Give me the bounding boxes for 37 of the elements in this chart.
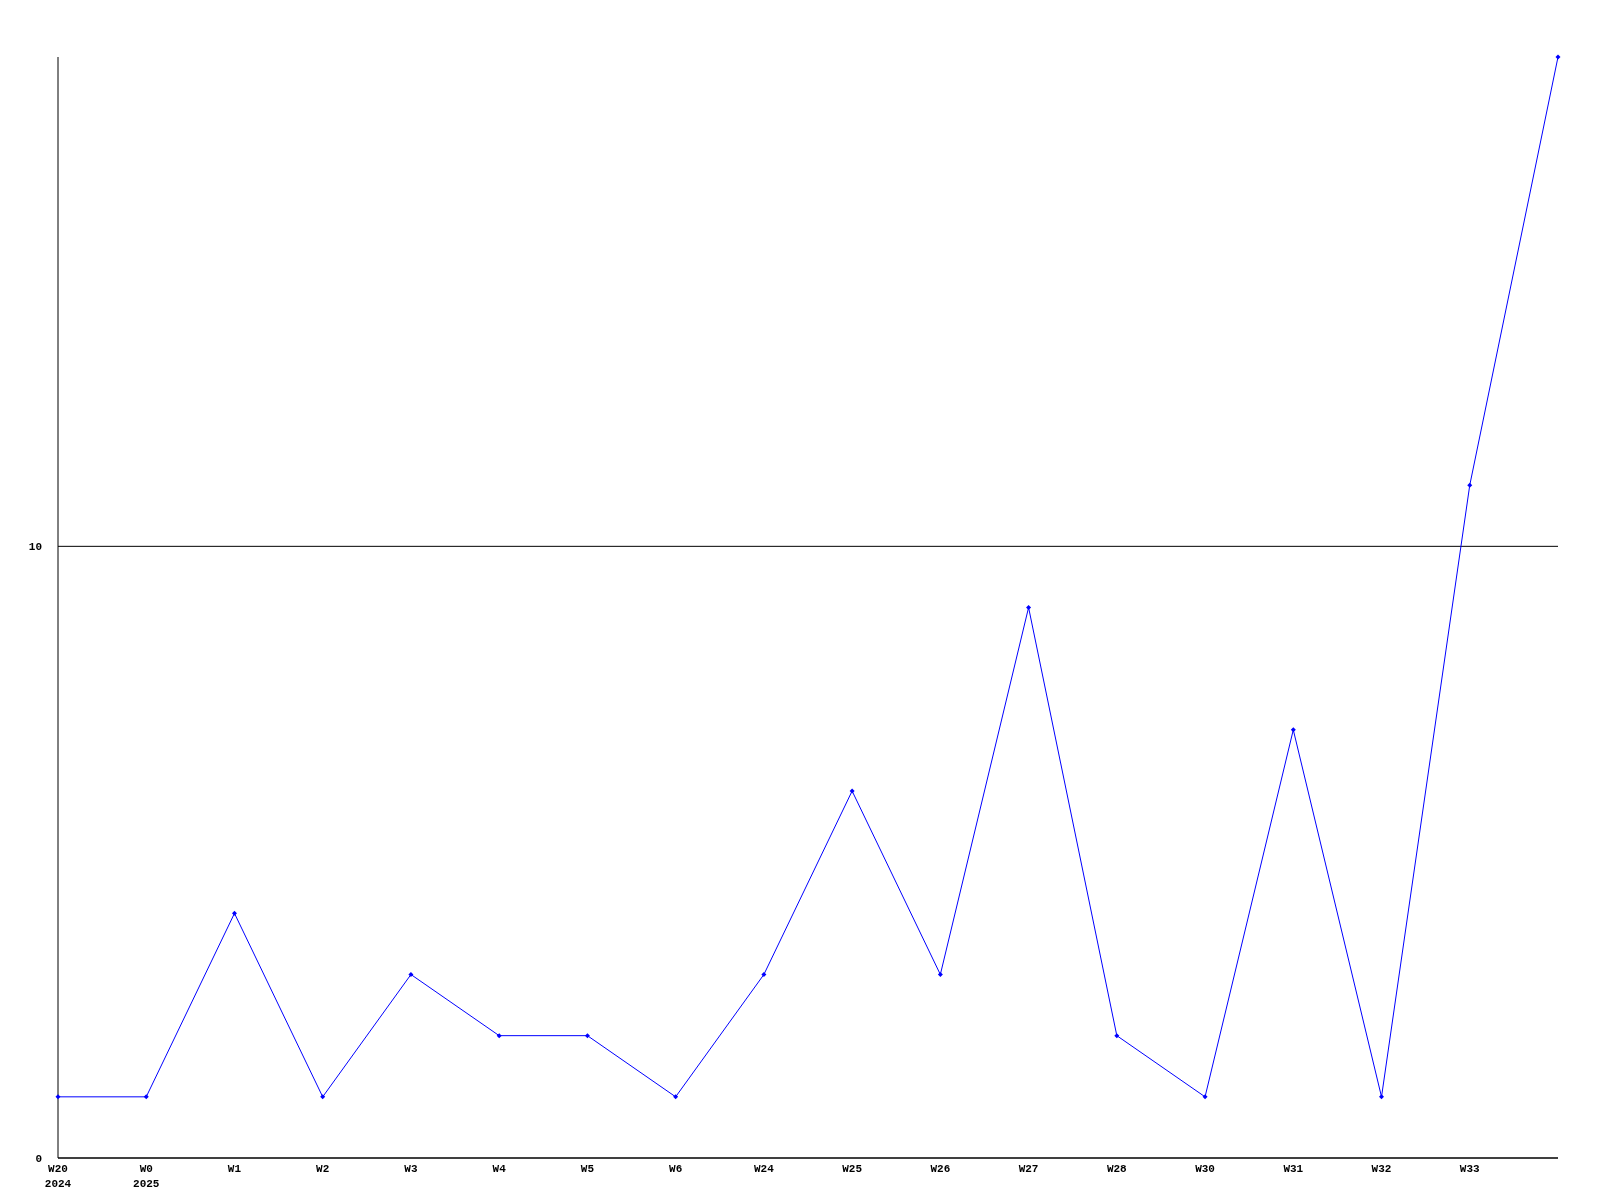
point [1555,54,1561,60]
point [408,972,414,977]
x-tick-label: W24 [753,1163,775,1175]
point [1379,1094,1385,1100]
x-tick-label: W0 2025 [133,1163,160,1190]
point [496,1033,502,1039]
x-tick-label: W1 [227,1163,242,1175]
x-tick-label: W3 [404,1163,418,1175]
x-tick-label: W30 [1195,1163,1215,1175]
x-tick-label: W33 [1459,1163,1481,1175]
point [231,910,237,916]
x-tick-label: W6 [669,1163,683,1175]
point [1026,605,1032,610]
point [143,1094,149,1100]
x-tick-label: W4 [492,1163,507,1175]
y-tick-label: 10 [28,541,42,554]
point [320,1094,326,1100]
y-tick-label: 0 [35,1152,42,1165]
point [849,788,855,794]
point [1202,1094,1208,1100]
x-tick-label: W28 [1106,1163,1128,1175]
point [937,972,943,977]
x-tick-label: W25 [842,1163,863,1175]
x-tick-label: W31 [1283,1163,1304,1175]
point [55,1094,61,1100]
x-tick-label: W27 [1018,1163,1039,1175]
x-tick-label: W26 [930,1163,951,1175]
x-tick-label: W2 [316,1163,330,1175]
point [1467,482,1473,488]
point [1114,1033,1120,1039]
point [1290,727,1296,733]
x-tick-label: W5 [580,1163,595,1175]
x-tick-label: W20 2024 [44,1163,72,1190]
x-tick-label: W32 [1371,1163,1392,1175]
point [761,972,767,977]
point [673,1094,679,1100]
point [584,1033,590,1039]
